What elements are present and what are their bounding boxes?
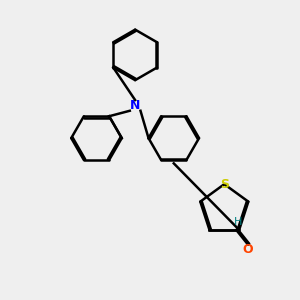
Text: O: O: [243, 243, 254, 256]
Text: N: N: [130, 99, 140, 112]
Text: H: H: [233, 218, 242, 227]
Text: S: S: [220, 178, 229, 191]
